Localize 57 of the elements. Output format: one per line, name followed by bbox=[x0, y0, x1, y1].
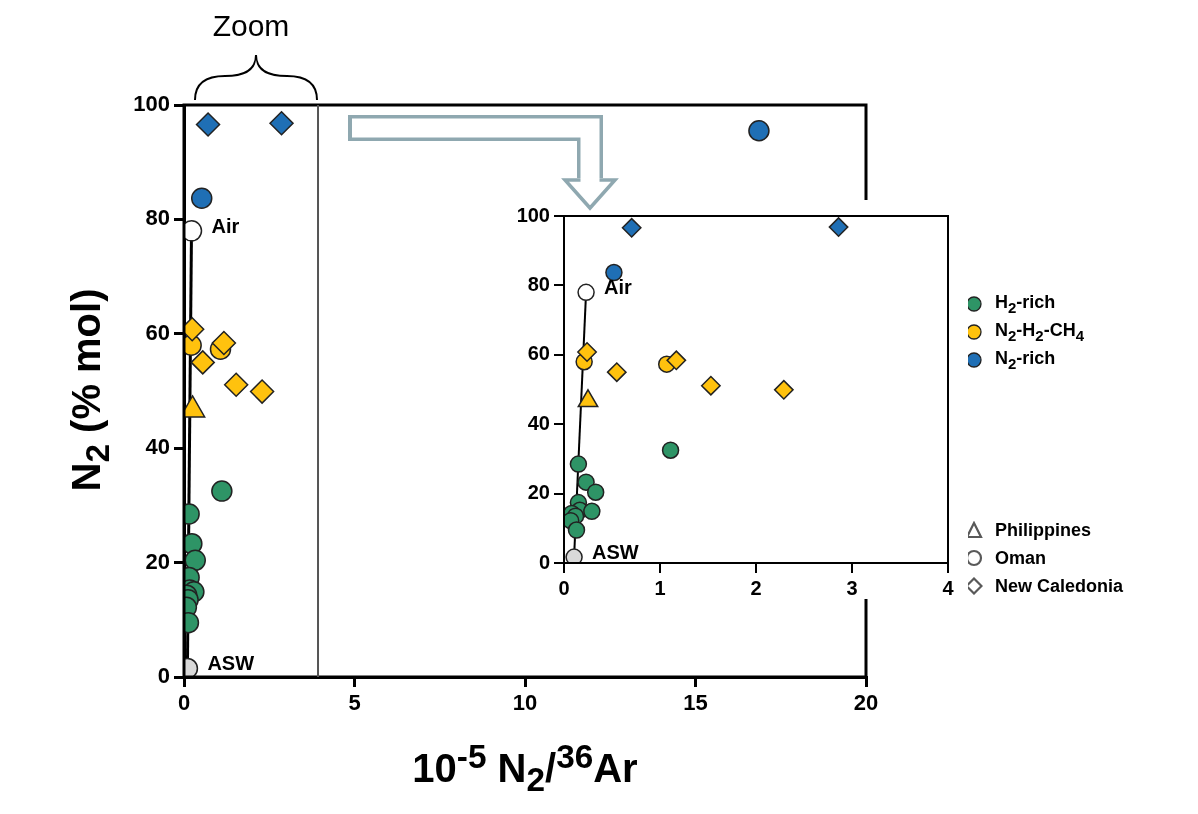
point bbox=[190, 350, 216, 375]
x-tick-label: 0 bbox=[558, 576, 570, 599]
x-tick-label: 3 bbox=[846, 576, 858, 599]
annotation: Air bbox=[604, 276, 633, 299]
x-tick-label: 2 bbox=[750, 576, 762, 599]
point bbox=[190, 187, 213, 209]
x-axis-title: 10$^{-5}$ N$_{2}$/$^{36}$Ar bbox=[412, 738, 638, 800]
legend-label: H$_{2}$-rich bbox=[995, 292, 1056, 316]
point bbox=[577, 283, 595, 302]
point bbox=[211, 330, 237, 356]
point bbox=[586, 483, 605, 501]
y-tick-label: 80 bbox=[145, 205, 170, 231]
y-tick-label: 60 bbox=[145, 319, 170, 345]
legend-label: Philippines bbox=[995, 519, 1092, 541]
point bbox=[583, 502, 601, 521]
x-tick-label: 0 bbox=[177, 690, 191, 716]
y-tick-label: 20 bbox=[145, 548, 170, 574]
annotation: ASW bbox=[592, 541, 639, 564]
point bbox=[569, 455, 588, 473]
point bbox=[249, 379, 275, 404]
y-tick-label: 100 bbox=[516, 203, 550, 226]
legend-label: New Caledonia bbox=[995, 575, 1124, 597]
point bbox=[700, 375, 721, 396]
x-tick-label: 20 bbox=[853, 690, 879, 716]
y-tick-label: 80 bbox=[527, 272, 550, 295]
x-tick-label: 4 bbox=[942, 576, 955, 599]
y-tick-label: 20 bbox=[527, 481, 550, 504]
x-tick-label: 15 bbox=[683, 690, 708, 716]
y-tick-label: 100 bbox=[133, 91, 170, 117]
point bbox=[565, 548, 583, 563]
point bbox=[666, 350, 687, 371]
point bbox=[606, 362, 627, 383]
point bbox=[748, 119, 770, 142]
point bbox=[577, 342, 597, 362]
x-tick-label: 5 bbox=[348, 690, 361, 716]
x-tick-label: 1 bbox=[654, 576, 666, 599]
y-tick-label: 40 bbox=[527, 411, 550, 434]
annotation: ASW bbox=[207, 652, 255, 675]
point bbox=[269, 111, 294, 136]
legend-label: N$_{2}$-H$_{2}$-CH$_{4}$ bbox=[995, 320, 1085, 344]
point bbox=[195, 112, 221, 137]
legend-label: Oman bbox=[995, 547, 1047, 569]
point bbox=[773, 379, 794, 400]
annotation: Air bbox=[211, 214, 240, 237]
point bbox=[661, 441, 680, 459]
point bbox=[567, 521, 586, 539]
text: Zoom bbox=[212, 9, 290, 43]
legend-label: N$_{2}$-rich bbox=[995, 348, 1056, 372]
y-tick-label: 40 bbox=[145, 434, 170, 460]
point bbox=[184, 220, 203, 242]
point bbox=[223, 372, 249, 397]
x-tick-label: 10 bbox=[512, 690, 538, 716]
point bbox=[828, 217, 849, 238]
y-tick-label: 60 bbox=[527, 342, 550, 365]
point bbox=[621, 217, 642, 238]
y-tick-label: 0 bbox=[157, 663, 170, 689]
y-tick-label: 0 bbox=[538, 550, 550, 573]
